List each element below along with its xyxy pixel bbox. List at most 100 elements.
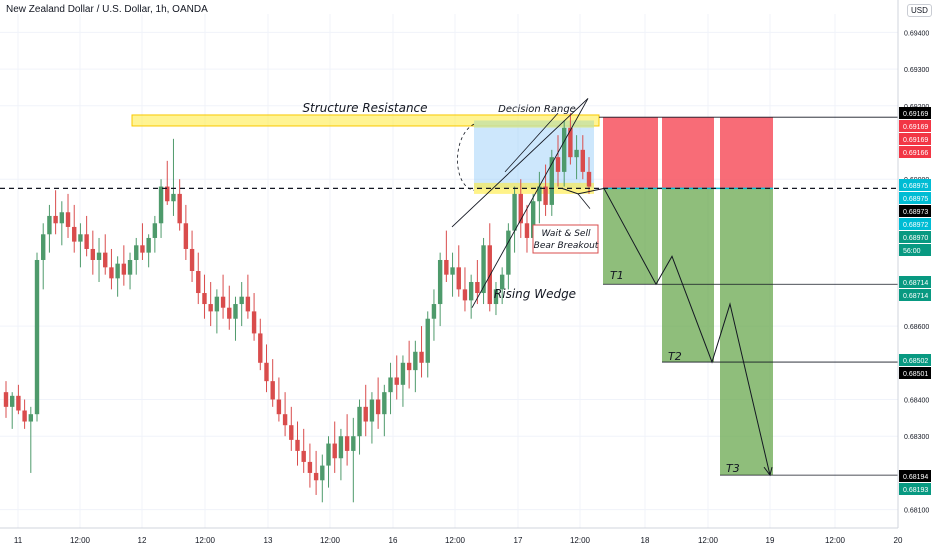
candle-body	[338, 436, 344, 459]
candle-body	[487, 245, 492, 305]
price-tag-label: 0.68975	[903, 196, 928, 203]
x-tick-label: 12	[138, 536, 147, 545]
x-tick-label: 13	[264, 536, 273, 545]
y-tick-label: 0.68100	[904, 508, 929, 515]
wait-sell-box	[532, 224, 599, 254]
stop-zone-1	[603, 117, 658, 189]
t2-label: T2	[668, 350, 682, 363]
price-tag	[899, 179, 931, 191]
candle-body	[134, 245, 139, 260]
time-axis: 11 12:00 12 12:00 13 12:00 16 12:00 17 12:00 18 12:…	[0, 527, 903, 545]
price-tag-label: 0.68501	[903, 371, 928, 378]
candle-body	[537, 186, 542, 202]
price-tag	[899, 120, 931, 132]
candle-body	[375, 399, 381, 415]
candle-body	[34, 259, 40, 415]
candle-body	[177, 193, 182, 224]
price-tag-label: 0.69169	[903, 111, 928, 118]
candle-body	[301, 450, 306, 462]
decision-range-top	[474, 120, 594, 128]
t1-label: T1	[610, 269, 624, 282]
x-tick-label: 12:00	[570, 536, 591, 545]
decision-arc	[457, 123, 475, 191]
candle-body	[574, 149, 579, 158]
x-tick-label: 19	[766, 536, 775, 545]
wait-pointer-line	[577, 193, 591, 209]
price-tag	[899, 231, 931, 243]
candle-body	[16, 395, 21, 411]
candle-body	[233, 304, 238, 319]
price-tag-label: 0.68714	[903, 293, 928, 300]
price-tag-label: 0.68502	[903, 358, 928, 365]
candle-body	[493, 289, 499, 305]
candle-body	[121, 263, 127, 275]
y-tick-label: 0.68600	[904, 324, 929, 331]
candle-body	[369, 399, 375, 422]
candle-body	[444, 259, 449, 275]
candle-body	[146, 237, 151, 253]
price-tag	[899, 354, 931, 366]
candle-body	[140, 245, 145, 253]
y-tick-label: 0.69400	[904, 30, 929, 37]
x-tick-label: 12:00	[70, 536, 91, 545]
candle-body	[78, 234, 83, 242]
candle-body	[28, 414, 34, 422]
candle-body	[332, 443, 337, 459]
price-tag	[899, 205, 931, 217]
chart-title: New Zealand Dollar / U.S. Dollar, 1h, OA…	[6, 4, 208, 15]
candle-body	[363, 406, 368, 422]
candle-body	[53, 215, 58, 224]
wedge-inner-line	[504, 112, 559, 173]
price-tag	[899, 483, 931, 495]
price-tag-label: 0.68975	[903, 183, 928, 190]
structure-resistance-label: Structure Resistance	[302, 101, 427, 115]
currency-button[interactable]: USD	[907, 4, 932, 17]
wait-sell-label: Wait & Sell	[542, 229, 591, 239]
candle-body	[413, 351, 418, 371]
candle-body	[47, 215, 52, 235]
target-zone-2	[662, 188, 714, 363]
price-tag	[899, 367, 931, 379]
candle-body	[568, 127, 573, 158]
x-tick-label: 12:00	[698, 536, 719, 545]
candle-body	[512, 193, 517, 231]
price-tag	[899, 133, 931, 145]
candle-body	[90, 248, 96, 260]
price-tag	[899, 192, 931, 204]
x-tick-label: 18	[641, 536, 650, 545]
stop-zone-3	[720, 117, 773, 189]
candle-body	[406, 362, 412, 371]
y-tick-label: 0.69300	[904, 67, 929, 74]
rising-wedge-label: Rising Wedge	[494, 287, 576, 301]
candle-body	[543, 186, 548, 205]
candle-body	[72, 226, 77, 242]
candle-body	[41, 234, 46, 260]
candle-body	[351, 436, 356, 451]
price-tag	[899, 146, 931, 158]
candle-body	[450, 267, 455, 275]
candle-body	[196, 271, 201, 294]
candle-body	[10, 395, 15, 407]
bear-breakout-label: Bear Breakout	[534, 241, 599, 251]
candle-body	[165, 186, 170, 202]
price-tag-label: 0.68973	[903, 209, 928, 216]
price-tag-label: 0.69169	[903, 137, 928, 144]
x-tick-label: 12:00	[195, 536, 216, 545]
x-tick-label: 11	[14, 536, 23, 545]
candle-body	[202, 293, 207, 305]
y-tick-label: 0.68300	[904, 434, 929, 441]
candle-body	[506, 230, 511, 275]
candle-body	[394, 377, 399, 385]
price-tag-label: 0.69169	[903, 124, 928, 131]
drawings: Structure Resistance Decision Range Rising…	[0, 98, 898, 477]
candle-body	[313, 472, 319, 481]
price-tag	[899, 244, 931, 256]
candle-body	[127, 259, 133, 275]
x-tick-label: 12:00	[445, 536, 466, 545]
candle-body	[344, 436, 350, 451]
candle-body	[518, 193, 523, 224]
candle-body	[245, 296, 251, 312]
projected-path	[561, 187, 771, 476]
candle-body	[84, 234, 89, 249]
